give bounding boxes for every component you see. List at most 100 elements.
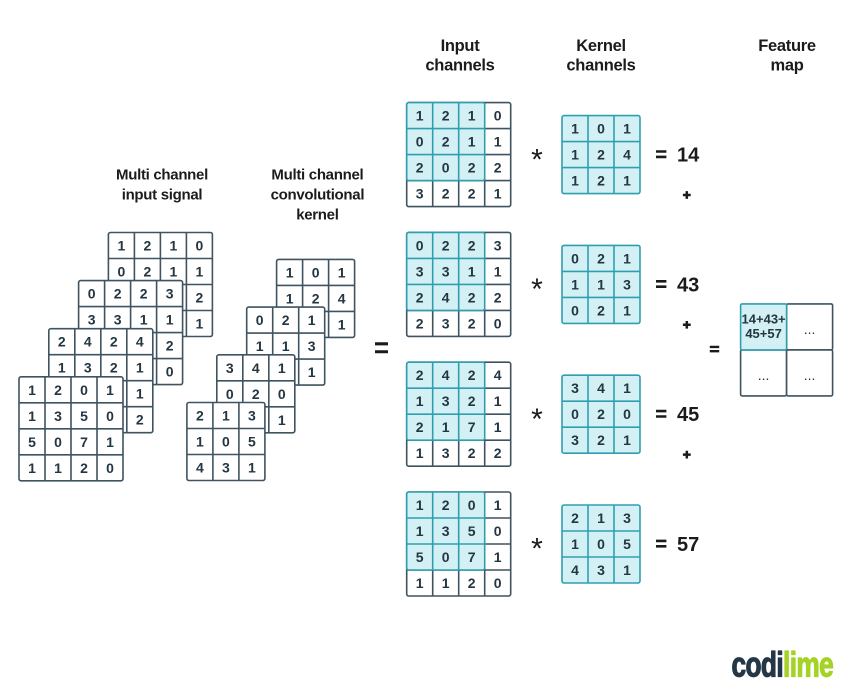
svg-text:1: 1 <box>468 134 476 150</box>
svg-text:2: 2 <box>80 460 88 476</box>
svg-text:1: 1 <box>338 264 346 280</box>
svg-text:1: 1 <box>623 562 631 578</box>
svg-text:1: 1 <box>170 238 178 254</box>
svg-text:1: 1 <box>494 549 502 565</box>
svg-text:3: 3 <box>623 510 631 526</box>
svg-text:4: 4 <box>84 334 92 350</box>
svg-text:1: 1 <box>494 497 502 513</box>
svg-text:1: 1 <box>442 419 450 435</box>
svg-text:2: 2 <box>442 497 450 513</box>
svg-text:2: 2 <box>494 289 502 305</box>
svg-text:...: ... <box>804 321 816 337</box>
svg-text:map: map <box>770 57 803 75</box>
svg-text:5: 5 <box>80 408 88 424</box>
svg-text:2: 2 <box>468 289 476 305</box>
svg-text:...: ... <box>758 367 770 383</box>
svg-text:1: 1 <box>54 460 62 476</box>
svg-text:*: * <box>531 533 543 566</box>
svg-text:7: 7 <box>468 549 476 565</box>
svg-text:1: 1 <box>136 386 144 402</box>
svg-text:0: 0 <box>226 386 234 402</box>
svg-text:3: 3 <box>226 360 234 376</box>
svg-text:2: 2 <box>468 445 476 461</box>
svg-text:57: 57 <box>677 534 699 556</box>
svg-text:2: 2 <box>196 408 204 424</box>
svg-text:0: 0 <box>54 434 62 450</box>
svg-text:2: 2 <box>144 238 152 254</box>
svg-text:1: 1 <box>166 312 174 328</box>
svg-text:1: 1 <box>28 408 36 424</box>
svg-text:1: 1 <box>494 186 502 202</box>
svg-text:2: 2 <box>140 286 148 302</box>
svg-text:*: * <box>531 143 543 176</box>
svg-text:5: 5 <box>28 434 36 450</box>
svg-text:1: 1 <box>623 380 631 396</box>
svg-text:0: 0 <box>571 302 579 318</box>
svg-text:4: 4 <box>196 460 204 476</box>
svg-text:0: 0 <box>623 406 631 422</box>
svg-text:0: 0 <box>416 134 424 150</box>
svg-text:1: 1 <box>338 316 346 332</box>
svg-text:2: 2 <box>468 186 476 202</box>
svg-text:2: 2 <box>468 367 476 383</box>
svg-text:0: 0 <box>597 536 605 552</box>
svg-text:2: 2 <box>597 147 605 163</box>
svg-text:7: 7 <box>468 419 476 435</box>
svg-text:input signal: input signal <box>122 187 203 204</box>
svg-text:3: 3 <box>416 186 424 202</box>
svg-text:45: 45 <box>677 404 699 426</box>
svg-text:1: 1 <box>623 432 631 448</box>
svg-text:*: * <box>531 273 543 306</box>
svg-text:2: 2 <box>416 289 424 305</box>
svg-text:4: 4 <box>252 360 260 376</box>
svg-text:5: 5 <box>416 549 424 565</box>
svg-text:1: 1 <box>571 121 579 137</box>
svg-text:0: 0 <box>106 408 114 424</box>
svg-text:4: 4 <box>494 367 502 383</box>
svg-text:1: 1 <box>196 434 204 450</box>
svg-text:3: 3 <box>571 432 579 448</box>
svg-text:1: 1 <box>571 147 579 163</box>
svg-text:...: ... <box>804 367 816 383</box>
svg-text:14+43+: 14+43+ <box>742 312 787 327</box>
svg-text:4: 4 <box>442 289 450 305</box>
svg-text:codilime: codilime <box>732 645 834 685</box>
svg-text:channels: channels <box>566 57 635 75</box>
svg-text:4: 4 <box>623 147 631 163</box>
svg-text:4: 4 <box>338 290 346 306</box>
svg-text:5: 5 <box>468 523 476 539</box>
svg-text:14: 14 <box>677 145 700 167</box>
svg-text:1: 1 <box>222 408 230 424</box>
svg-text:2: 2 <box>110 334 118 350</box>
svg-text:1: 1 <box>278 412 286 428</box>
svg-text:2: 2 <box>468 237 476 253</box>
svg-text:3: 3 <box>222 460 230 476</box>
svg-text:1: 1 <box>623 250 631 266</box>
svg-text:0: 0 <box>118 264 126 280</box>
svg-text:2: 2 <box>416 315 424 331</box>
svg-text:0: 0 <box>571 250 579 266</box>
svg-text:0: 0 <box>571 406 579 422</box>
svg-text:1: 1 <box>416 445 424 461</box>
svg-text:2: 2 <box>110 360 118 376</box>
svg-text:2: 2 <box>312 290 320 306</box>
svg-text:1: 1 <box>494 419 502 435</box>
svg-text:0: 0 <box>196 238 204 254</box>
svg-text:Feature: Feature <box>758 37 816 55</box>
svg-text:5: 5 <box>623 536 631 552</box>
svg-text:1: 1 <box>170 264 178 280</box>
svg-text:1: 1 <box>571 536 579 552</box>
svg-text:0: 0 <box>494 523 502 539</box>
svg-text:3: 3 <box>114 312 122 328</box>
svg-text:2: 2 <box>468 160 476 176</box>
svg-text:2: 2 <box>166 338 174 354</box>
svg-text:45+57: 45+57 <box>745 326 782 341</box>
svg-text:0: 0 <box>88 286 96 302</box>
svg-text:1: 1 <box>282 338 290 354</box>
svg-text:3: 3 <box>84 360 92 376</box>
svg-text:7: 7 <box>80 434 88 450</box>
svg-text:2: 2 <box>571 510 579 526</box>
svg-text:1: 1 <box>416 497 424 513</box>
svg-text:1: 1 <box>256 338 264 354</box>
svg-text:1: 1 <box>196 264 204 280</box>
